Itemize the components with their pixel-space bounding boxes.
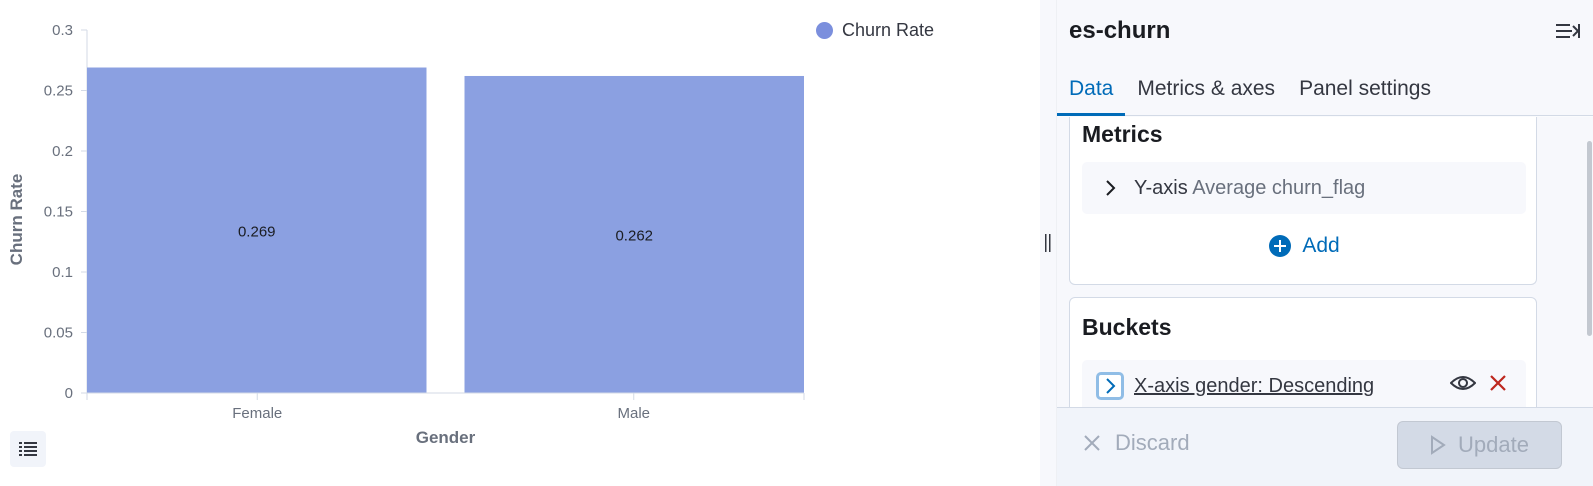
- eye-icon: [1449, 376, 1477, 390]
- bar-chart: 0 0.05 0.1 0.15 0.2 0.25 0.3 0.269 Female 0.262 Ma…: [7, 22, 805, 447]
- y-tick-label: 0.05: [44, 325, 73, 342]
- bar-male[interactable]: [464, 75, 805, 393]
- chevron-right-icon: [1106, 180, 1116, 196]
- legend-swatch: [816, 22, 833, 39]
- bucket-row-label[interactable]: X-axis gender: Descending: [1134, 374, 1375, 397]
- legend-toggle-button[interactable]: [10, 431, 46, 467]
- y-tick-label: 0.2: [52, 143, 73, 160]
- plus-circle-icon: [1269, 235, 1292, 257]
- chevron-right-icon: [1106, 378, 1116, 394]
- add-metric-button[interactable]: Add: [1070, 234, 1538, 258]
- discard-button[interactable]: Discard: [1083, 430, 1190, 456]
- bar-value-label: 0.262: [615, 227, 653, 244]
- buckets-title: Buckets: [1082, 314, 1172, 340]
- collapse-icon: [1556, 24, 1580, 38]
- y-tick-label: 0: [65, 385, 73, 402]
- y-tick-label: 0.1: [52, 264, 73, 281]
- drag-handle-icon: [1045, 234, 1051, 252]
- collapse-sidebar-button[interactable]: [1556, 21, 1580, 46]
- toggle-visibility-button[interactable]: [1449, 373, 1477, 398]
- sidebar-scrollbar[interactable]: [1587, 141, 1592, 336]
- play-icon: [1431, 435, 1446, 455]
- add-metric-label: Add: [1302, 234, 1340, 257]
- sidebar-body: Metrics Y-axis Average churn_flag: [1057, 117, 1593, 407]
- y-tick-label: 0.3: [52, 22, 73, 39]
- metrics-title: Metrics: [1082, 121, 1163, 147]
- metric-axis-label: Y-axis: [1134, 176, 1188, 199]
- sidebar-footer: Discard Update: [1057, 407, 1593, 486]
- remove-bucket-button[interactable]: [1488, 373, 1508, 398]
- tab-panel-settings[interactable]: Panel settings: [1299, 77, 1431, 100]
- metric-row-y-axis[interactable]: Y-axis Average churn_flag: [1082, 162, 1526, 214]
- x-tick-label: Male: [617, 405, 650, 422]
- y-axis-title: Churn Rate: [7, 174, 26, 266]
- expand-bucket-button[interactable]: [1096, 372, 1124, 400]
- sidebar-tabs: Data Metrics & axes Panel settings: [1057, 72, 1443, 116]
- y-tick-label: 0.25: [44, 83, 73, 100]
- index-pattern-title: es-churn: [1069, 17, 1171, 44]
- panel-resize-handle[interactable]: [1040, 0, 1056, 486]
- bucket-row-x-axis[interactable]: X-axis gender: Descending: [1082, 360, 1526, 407]
- close-icon: [1084, 435, 1100, 451]
- update-button[interactable]: Update: [1397, 421, 1562, 469]
- editor-sidebar: es-churn Data Metrics & axes Panel setti…: [1056, 0, 1593, 486]
- legend-item[interactable]: Churn Rate: [816, 20, 934, 41]
- buckets-panel: Buckets X-axis gender: Descending: [1069, 297, 1537, 407]
- bucket-row-actions: [1449, 373, 1508, 398]
- legend-label: Churn Rate: [842, 20, 935, 40]
- bar-female[interactable]: [87, 67, 427, 393]
- x-axis-title: Gender: [416, 428, 476, 447]
- discard-label: Discard: [1115, 430, 1190, 455]
- x-tick-label: Female: [232, 405, 282, 422]
- chart-area: 0 0.05 0.1 0.15 0.2 0.25 0.3 0.269 Female 0.262 Ma…: [7, 20, 935, 467]
- bar-value-label: 0.269: [238, 223, 276, 240]
- list-icon: [19, 442, 37, 456]
- update-label: Update: [1458, 432, 1529, 457]
- metrics-panel: Metrics Y-axis Average churn_flag: [1069, 117, 1537, 285]
- tab-metrics-axes[interactable]: Metrics & axes: [1137, 77, 1276, 100]
- sidebar-header: es-churn Data Metrics & axes Panel setti…: [1057, 0, 1593, 116]
- y-tick-label: 0.15: [44, 204, 73, 221]
- expand-metric-button[interactable]: [1096, 174, 1124, 202]
- close-icon: [1490, 375, 1506, 391]
- metric-aggregation-label: Average churn_flag: [1192, 176, 1366, 199]
- metric-row-label: Y-axis Average churn_flag: [1134, 177, 1365, 200]
- tab-data[interactable]: Data: [1057, 72, 1126, 116]
